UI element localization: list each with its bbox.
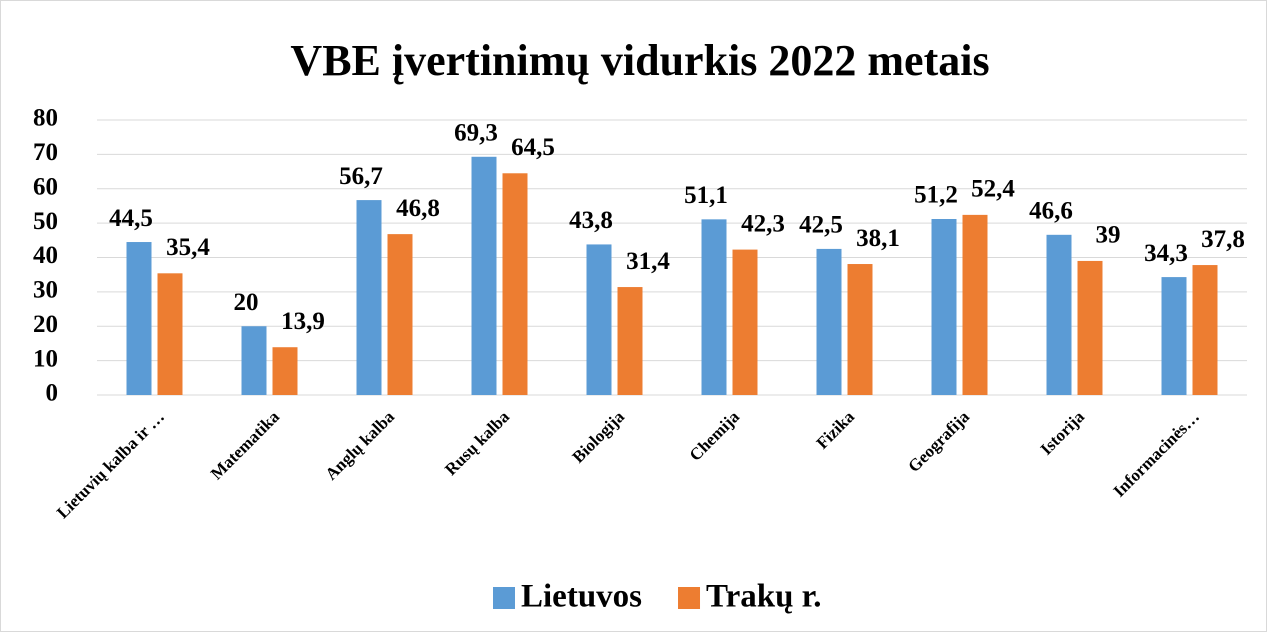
- y-tick-label: 40: [33, 242, 58, 269]
- bar: [502, 173, 528, 395]
- data-label: 44,5: [109, 205, 153, 232]
- y-tick-label: 0: [46, 380, 59, 407]
- bar: [816, 248, 842, 395]
- bar: [847, 264, 873, 395]
- bar: [356, 200, 382, 395]
- data-label: 69,3: [454, 120, 498, 147]
- bar: [1161, 277, 1187, 395]
- y-tick-label: 80: [33, 105, 58, 132]
- bar: [471, 156, 497, 395]
- bar: [1046, 234, 1072, 395]
- data-label: 46,8: [396, 195, 440, 222]
- bar: [1077, 260, 1103, 395]
- legend-swatch: [493, 587, 515, 609]
- bar: [732, 249, 758, 395]
- bar: [272, 347, 298, 395]
- bar: [126, 242, 152, 395]
- data-label: 51,2: [914, 182, 958, 209]
- data-label: 20: [234, 289, 259, 316]
- bar: [962, 214, 988, 395]
- data-label: 64,5: [511, 134, 555, 161]
- y-tick-label: 20: [33, 311, 58, 338]
- bar: [157, 273, 183, 395]
- data-label: 35,4: [166, 234, 210, 261]
- bar: [586, 244, 612, 395]
- data-label: 51,1: [684, 182, 728, 209]
- bar: [701, 219, 727, 395]
- data-label: 37,8: [1201, 226, 1245, 253]
- data-label: 43,8: [569, 207, 613, 234]
- data-label: 34,3: [1144, 240, 1188, 267]
- y-tick-label: 50: [33, 208, 58, 235]
- data-label: 38,1: [856, 225, 900, 252]
- data-label: 42,5: [799, 212, 843, 239]
- legend-label: Lietuvos: [521, 579, 642, 615]
- legend-label: Trakų r.: [706, 579, 822, 615]
- y-tick-label: 60: [33, 173, 58, 200]
- bar: [241, 326, 267, 395]
- bar: [931, 219, 957, 395]
- data-label: 46,6: [1029, 198, 1073, 225]
- y-tick-label: 30: [33, 277, 58, 304]
- y-tick-label: 70: [33, 139, 58, 166]
- chart-title: VBE įvertinimų vidurkis 2022 metais: [290, 36, 989, 85]
- data-label: 42,3: [741, 210, 785, 237]
- legend-swatch: [678, 587, 701, 609]
- data-label: 31,4: [626, 248, 670, 275]
- data-label: 13,9: [281, 308, 325, 335]
- data-label: 56,7: [339, 163, 383, 190]
- y-tick-label: 10: [33, 345, 58, 372]
- bar: [387, 234, 413, 395]
- data-label: 52,4: [971, 176, 1015, 203]
- bar: [1192, 265, 1218, 395]
- data-label: 39: [1096, 222, 1121, 249]
- bar: [617, 287, 643, 395]
